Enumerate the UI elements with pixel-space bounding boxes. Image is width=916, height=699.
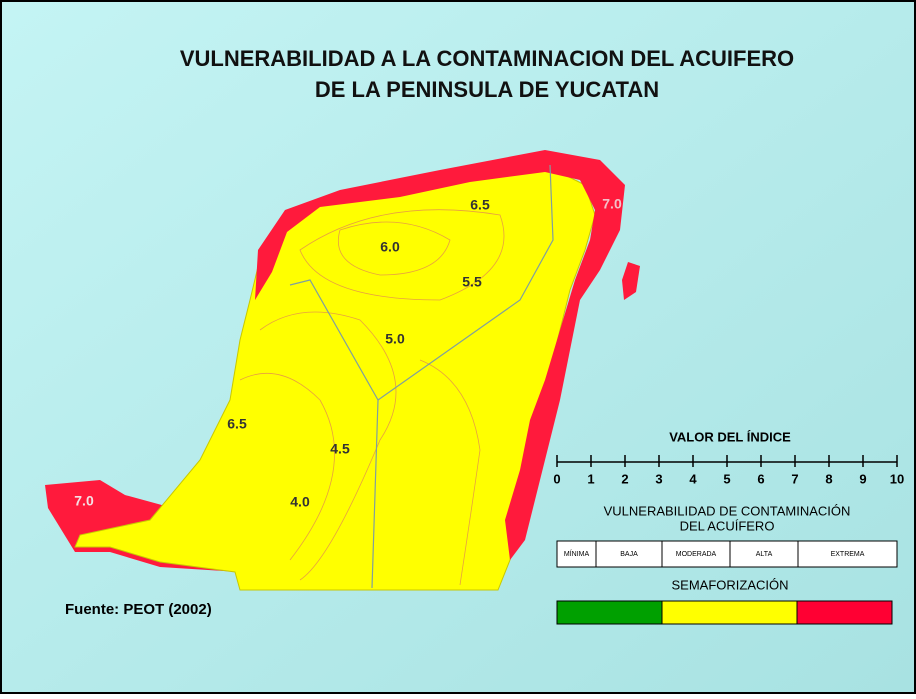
title-line: VULNERABILIDAD A LA CONTAMINACION DEL AC… bbox=[180, 46, 794, 71]
map: 6.5 7.0 6.0 5.5 5.0 6.5 4.5 7.0 4.0 bbox=[45, 150, 640, 591]
contour-label: 7.0 bbox=[602, 196, 622, 212]
legend: VALOR DEL ÍNDICE VULNERABILIDAD DE CONTA… bbox=[553, 429, 904, 625]
class-box bbox=[595, 540, 663, 568]
semaforo-title: SEMAFORIZACIÓN bbox=[671, 577, 788, 592]
contour-label: 5.0 bbox=[385, 331, 405, 347]
scale-tick-label: 7 bbox=[791, 471, 798, 486]
class-label: EXTREMA bbox=[831, 551, 865, 558]
semaforo-segment bbox=[796, 600, 893, 625]
scale-tick-label: 6 bbox=[757, 471, 764, 486]
title-line: DE LA PENINSULA DE YUCATAN bbox=[315, 77, 659, 102]
scale-tick-label: 10 bbox=[890, 471, 904, 486]
classes-title: DEL ACUÍFERO bbox=[680, 518, 775, 533]
contour-label: 6.5 bbox=[470, 197, 490, 213]
contour-label: 7.0 bbox=[74, 493, 94, 509]
class-label: MÍNIMA bbox=[564, 549, 590, 558]
class-label: ALTA bbox=[756, 551, 773, 558]
scale-tick-label: 1 bbox=[587, 471, 594, 486]
island bbox=[622, 262, 640, 300]
semaforo-segment bbox=[661, 600, 798, 625]
class-box bbox=[661, 540, 731, 568]
contour-label: 4.0 bbox=[290, 494, 310, 510]
class-box bbox=[556, 540, 597, 568]
classes-title: VULNERABILIDAD DE CONTAMINACIÓN bbox=[604, 503, 851, 518]
scale-tick-label: 8 bbox=[825, 471, 832, 486]
contour-label: 6.5 bbox=[227, 416, 247, 432]
scale-title: VALOR DEL ÍNDICE bbox=[669, 429, 791, 444]
semaforo-segment bbox=[556, 600, 663, 625]
class-label: BAJA bbox=[620, 551, 638, 558]
state-borders bbox=[289, 164, 554, 589]
scale-tick-label: 5 bbox=[723, 471, 730, 486]
contour-label: 6.0 bbox=[380, 239, 400, 255]
contours bbox=[239, 209, 505, 586]
scale-tick-label: 4 bbox=[689, 471, 697, 486]
scale-tick-label: 2 bbox=[621, 471, 628, 486]
scale-tick-label: 9 bbox=[859, 471, 866, 486]
class-box bbox=[797, 540, 898, 568]
scale-tick-label: 3 bbox=[655, 471, 662, 486]
contour-label: 5.5 bbox=[462, 274, 482, 290]
scale-tick-label: 0 bbox=[553, 471, 560, 486]
class-box bbox=[729, 540, 799, 568]
class-label: MODERADA bbox=[676, 551, 717, 558]
source: Fuente: PEOT (2002) bbox=[65, 601, 212, 618]
contour-label: 4.5 bbox=[330, 441, 350, 457]
coast-red bbox=[255, 150, 625, 560]
